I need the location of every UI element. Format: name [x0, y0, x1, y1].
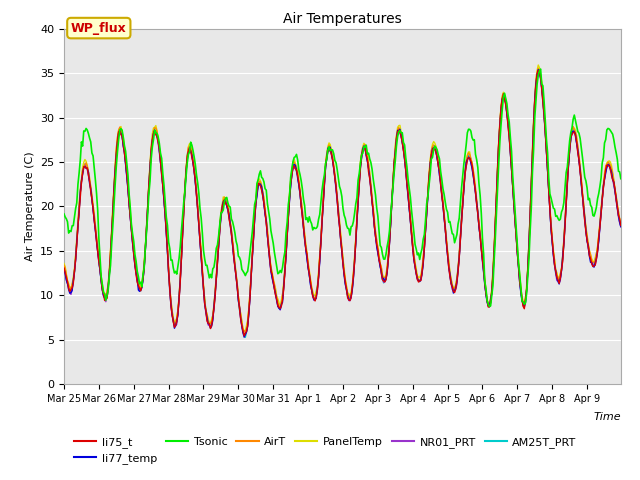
Text: WP_flux: WP_flux [71, 22, 127, 35]
Y-axis label: Air Temperature (C): Air Temperature (C) [24, 152, 35, 261]
Legend: li75_t, li77_temp, Tsonic, AirT, PanelTemp, NR01_PRT, AM25T_PRT: li75_t, li77_temp, Tsonic, AirT, PanelTe… [70, 432, 581, 468]
Title: Air Temperatures: Air Temperatures [283, 12, 402, 26]
Text: Time: Time [593, 412, 621, 422]
